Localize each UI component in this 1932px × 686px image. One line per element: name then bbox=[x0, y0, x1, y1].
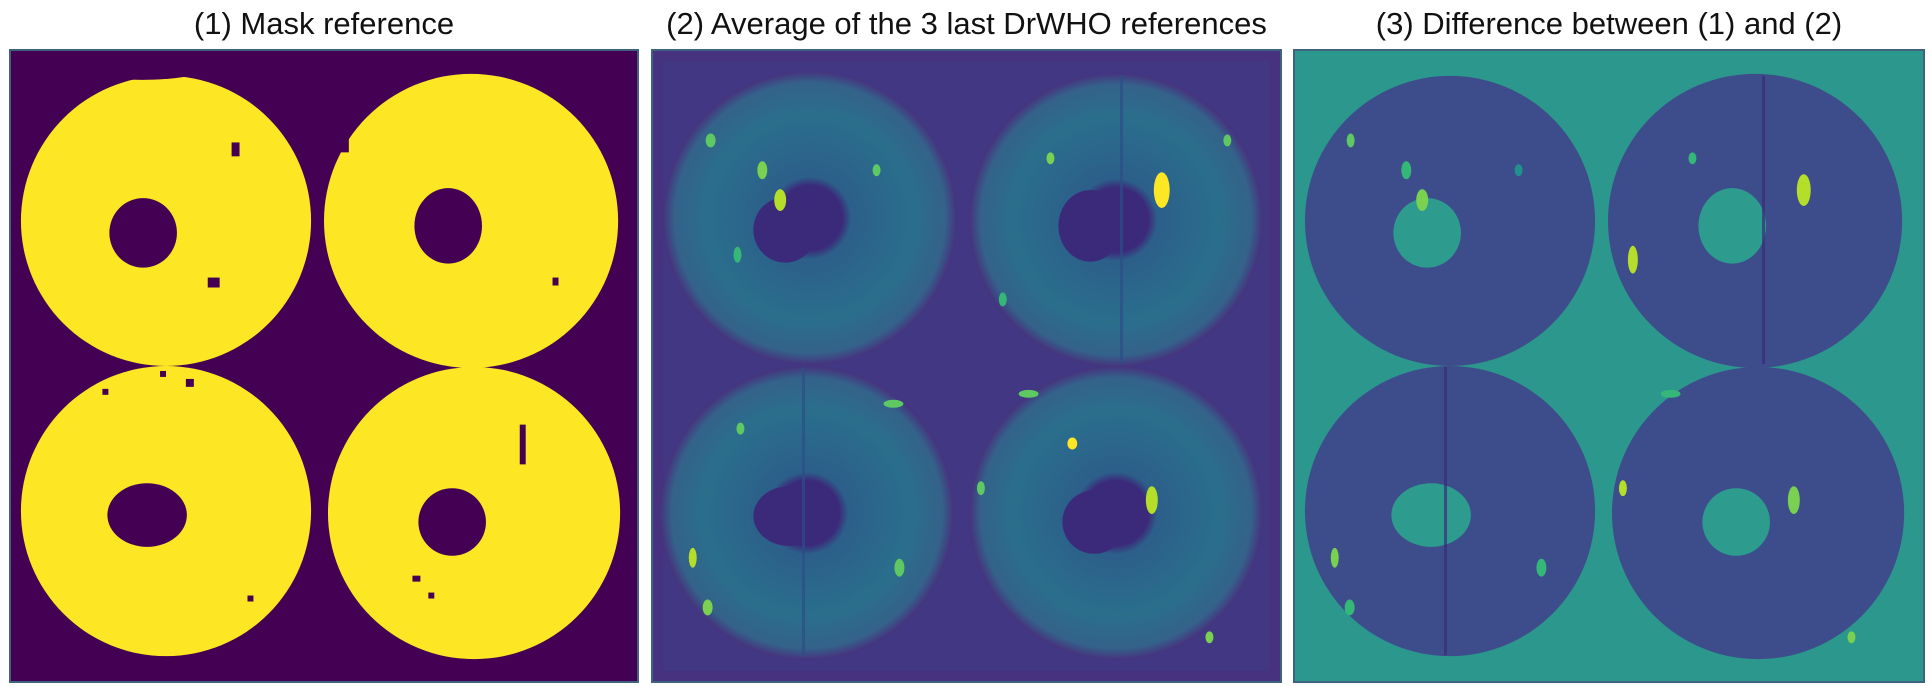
mask-image-svg bbox=[11, 51, 637, 681]
difference-image-svg bbox=[1295, 51, 1923, 681]
mask-annulus-bottom-left bbox=[20, 366, 312, 657]
drwho-annulus-top-left bbox=[662, 70, 958, 366]
difference-image bbox=[1293, 49, 1925, 683]
difference-annulus-bottom-left bbox=[1304, 366, 1596, 657]
difference-annulus-bottom-right bbox=[1611, 366, 1905, 660]
mask-annulus-top-right bbox=[324, 73, 619, 368]
drwho-image-svg bbox=[653, 51, 1280, 681]
difference-annulus-top-left bbox=[1304, 75, 1596, 366]
drwho-annulus-top-right bbox=[968, 72, 1264, 367]
mask-annulus-top-left bbox=[20, 59, 312, 366]
difference-annulus-top-right bbox=[1608, 73, 1903, 368]
panel-title: (2) Average of the 3 last DrWHO referenc… bbox=[666, 6, 1267, 41]
mask-reference-image bbox=[9, 49, 639, 683]
panel-title: (1) Mask reference bbox=[193, 6, 455, 41]
drwho-annulus-bottom-left bbox=[659, 366, 955, 661]
mask-annulus-bottom-right bbox=[327, 366, 621, 660]
drwho-annulus-bottom-right bbox=[968, 366, 1264, 661]
panel-title: (3) Difference between (1) and (2) bbox=[1375, 6, 1843, 41]
drwho-average-image bbox=[651, 49, 1282, 683]
